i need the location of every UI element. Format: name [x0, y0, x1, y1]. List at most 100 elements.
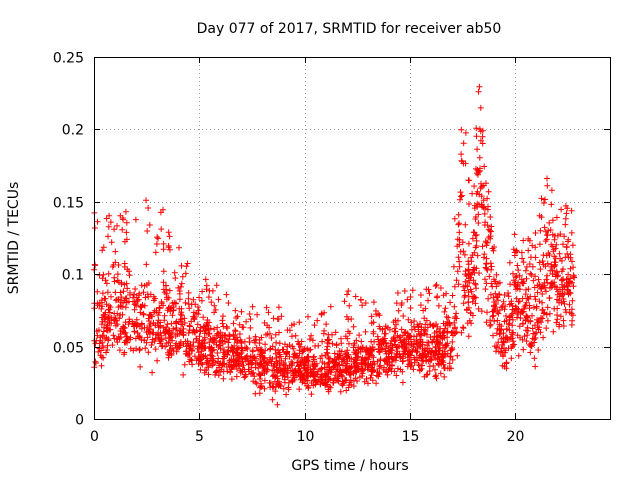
data-point [340, 380, 347, 387]
data-point [468, 271, 475, 278]
data-point [276, 329, 282, 336]
data-point [543, 276, 550, 283]
data-point [473, 133, 480, 140]
data-point [198, 344, 205, 351]
data-point [544, 175, 550, 182]
data-point [483, 239, 490, 246]
data-point [362, 361, 369, 368]
data-point [154, 357, 161, 364]
data-point [243, 344, 250, 351]
data-point [393, 344, 400, 351]
data-point [112, 315, 119, 321]
data-point [126, 272, 133, 279]
data-point [539, 258, 546, 265]
data-point [457, 248, 464, 255]
data-point [325, 340, 332, 347]
data-point [106, 317, 113, 323]
data-point [331, 363, 338, 369]
data-point [289, 333, 295, 340]
data-point [195, 355, 202, 362]
data-point [169, 300, 176, 307]
data-point [111, 226, 118, 233]
data-point [534, 289, 541, 296]
data-point [484, 222, 491, 229]
data-point [274, 316, 281, 322]
data-point [298, 371, 305, 378]
data-point [223, 364, 230, 370]
data-point [472, 232, 479, 239]
data-point [331, 350, 338, 357]
data-point [149, 369, 156, 376]
data-point [426, 321, 433, 328]
data-point [539, 307, 546, 314]
data-point [273, 339, 280, 346]
data-point [570, 264, 577, 271]
data-point [183, 263, 190, 270]
data-point [242, 371, 249, 378]
data-point [204, 317, 211, 323]
data-point [423, 286, 430, 293]
data-point [394, 290, 401, 296]
data-point [503, 313, 509, 319]
data-point [106, 319, 113, 326]
data-point [359, 302, 366, 309]
data-point [453, 277, 460, 284]
data-point [332, 356, 338, 363]
data-point [465, 177, 472, 184]
data-point [203, 359, 210, 366]
data-point [152, 249, 159, 256]
data-point [537, 329, 544, 336]
data-point [200, 314, 207, 321]
data-point [508, 298, 515, 305]
data-point [99, 275, 106, 282]
data-point [205, 294, 212, 301]
data-point [544, 317, 551, 324]
data-point [483, 180, 489, 187]
data-point [477, 104, 484, 111]
data-point [382, 357, 389, 364]
data-point [296, 319, 303, 326]
data-point [536, 298, 543, 305]
data-point [493, 348, 499, 355]
data-point [560, 266, 566, 273]
data-point [368, 348, 375, 354]
data-point [487, 214, 494, 220]
data-point [466, 201, 472, 207]
data-point [252, 333, 259, 340]
data-point [181, 361, 188, 368]
data-point [382, 330, 389, 337]
data-point [494, 317, 501, 324]
data-point [554, 296, 561, 303]
data-point [137, 363, 144, 370]
data-point [342, 333, 349, 340]
data-point [177, 316, 184, 323]
data-point [411, 354, 418, 361]
data-point [97, 337, 104, 344]
data-point [425, 339, 432, 346]
data-point [295, 363, 302, 370]
data-point [299, 354, 305, 361]
data-point [256, 390, 263, 397]
data-point [460, 300, 467, 307]
data-point [262, 341, 269, 348]
data-point [231, 362, 238, 369]
data-point [554, 273, 561, 280]
x-axis-title: GPS time / hours [291, 458, 408, 474]
data-point [132, 335, 139, 342]
data-point [501, 318, 508, 325]
data-point [478, 202, 485, 209]
data-point [406, 361, 413, 368]
data-point [292, 332, 299, 339]
data-point [565, 271, 572, 278]
data-point [389, 356, 396, 363]
data-point [120, 288, 127, 295]
data-point [472, 244, 479, 251]
data-point [108, 239, 115, 246]
data-point [297, 376, 304, 383]
data-point [484, 309, 490, 316]
data-point [134, 297, 141, 304]
data-point [461, 287, 468, 294]
data-point [400, 350, 407, 357]
data-point [500, 339, 507, 346]
data-point [560, 323, 567, 329]
